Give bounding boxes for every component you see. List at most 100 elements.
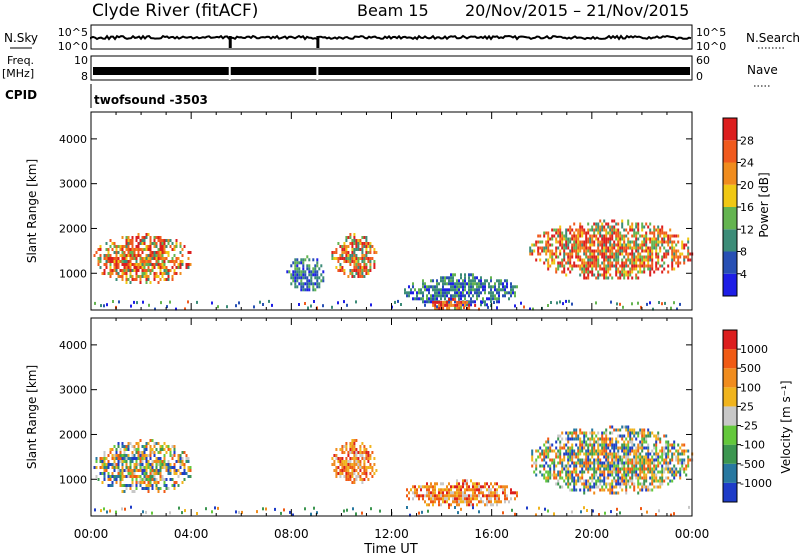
data-cell	[316, 273, 319, 277]
data-cell	[113, 478, 116, 481]
data-cell	[633, 467, 636, 471]
data-cell	[181, 460, 184, 463]
data-cell	[595, 301, 597, 305]
data-cell	[575, 452, 578, 456]
data-cell	[575, 234, 578, 238]
data-cell	[157, 487, 160, 490]
data-cell	[607, 482, 610, 486]
data-cell	[410, 288, 412, 292]
data-cell	[641, 467, 644, 471]
data-cell	[163, 484, 166, 487]
data-cell	[175, 260, 178, 263]
data-cell	[559, 231, 562, 235]
data-cell	[651, 461, 654, 465]
data-cell	[129, 472, 132, 475]
data-cell	[490, 494, 492, 498]
data-cell	[434, 300, 437, 304]
data-cell	[438, 306, 441, 310]
data-cell	[436, 300, 439, 304]
data-cell	[131, 472, 134, 475]
data-cell	[135, 484, 138, 487]
data-cell	[577, 234, 580, 238]
data-cell	[603, 467, 606, 471]
data-cell	[535, 240, 538, 244]
data-cell	[641, 461, 644, 465]
data-cell	[371, 469, 374, 472]
data-cell	[649, 470, 652, 474]
data-cell	[446, 300, 449, 304]
data-cell	[121, 245, 124, 248]
data-cell	[351, 466, 354, 469]
data-cell	[308, 282, 311, 286]
data-cell	[514, 491, 516, 495]
data-cell	[619, 511, 621, 515]
data-cell	[593, 449, 596, 453]
data-cell	[585, 249, 588, 253]
data-cell	[444, 288, 446, 292]
data-cell	[545, 446, 548, 450]
data-cell	[587, 467, 590, 471]
data-cell	[619, 446, 622, 450]
data-cell	[123, 266, 126, 269]
data-cell	[631, 443, 634, 447]
data-cell	[466, 303, 468, 307]
data-cell	[412, 297, 414, 301]
data-cell	[432, 485, 434, 489]
data-cell	[103, 304, 105, 308]
data-cell	[127, 266, 130, 269]
data-cell	[238, 510, 240, 514]
data-cell	[462, 300, 465, 304]
data-cell	[597, 225, 600, 229]
data-cell	[510, 294, 512, 298]
data-cell	[619, 479, 622, 483]
data-cell	[577, 237, 580, 241]
data-cell	[351, 475, 354, 478]
colorbar-tick-label: 4	[740, 268, 747, 281]
data-cell	[109, 275, 112, 278]
data-cell	[494, 500, 496, 504]
data-cell	[163, 245, 166, 248]
data-cell	[605, 237, 608, 241]
data-cell	[549, 476, 552, 480]
data-cell	[343, 260, 346, 263]
data-cell	[296, 285, 299, 289]
data-cell	[621, 482, 624, 486]
data-cell	[159, 257, 162, 260]
data-cell	[547, 243, 550, 247]
data-cell	[679, 470, 682, 474]
data-cell	[603, 246, 606, 250]
data-cell	[601, 473, 604, 477]
data-cell	[567, 458, 570, 462]
data-cell	[643, 428, 646, 432]
data-cell	[557, 264, 560, 268]
data-cell	[689, 252, 692, 256]
data-cell	[565, 452, 568, 456]
data-cell	[625, 437, 628, 441]
data-cell	[335, 472, 338, 475]
data-cell	[575, 243, 578, 247]
data-cell	[135, 460, 138, 463]
data-cell	[444, 488, 446, 492]
data-cell	[359, 460, 362, 463]
data-cell	[151, 487, 154, 490]
data-cell	[304, 276, 307, 280]
data-cell	[115, 272, 118, 275]
data-cell	[625, 458, 628, 462]
data-cell	[430, 285, 432, 289]
data-cell	[153, 481, 156, 484]
freq-unit-label: [MHz]	[2, 67, 34, 80]
data-cell	[561, 246, 564, 250]
data-cell	[294, 270, 297, 274]
data-cell	[147, 481, 150, 484]
data-cell	[349, 263, 352, 266]
data-cell	[571, 443, 574, 447]
data-cell	[147, 478, 150, 481]
data-cell	[671, 234, 674, 238]
data-cell	[139, 254, 142, 257]
data-cell	[641, 255, 644, 259]
data-cell	[157, 260, 160, 263]
data-cell	[617, 479, 620, 483]
data-cell	[107, 454, 110, 457]
data-cell	[613, 485, 616, 489]
data-cell	[175, 469, 178, 472]
